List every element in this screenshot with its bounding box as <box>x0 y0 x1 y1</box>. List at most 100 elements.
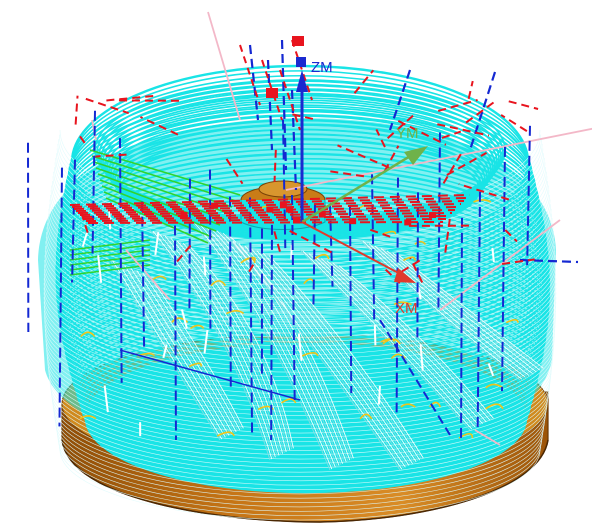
contour-highlight <box>54 412 546 486</box>
contour-highlight <box>50 389 550 464</box>
swirl-line <box>139 271 239 432</box>
swirl-line <box>326 260 487 423</box>
swirl-line <box>265 254 422 460</box>
engage-line <box>69 239 151 251</box>
lead-arc <box>301 352 319 357</box>
swirl-line <box>207 226 342 465</box>
white-move <box>491 247 495 263</box>
lead-arc <box>225 310 245 315</box>
engage-line <box>91 155 237 202</box>
swirl-line <box>308 253 476 428</box>
plunge-line <box>282 119 287 249</box>
rapid-line <box>69 194 471 206</box>
contour-highlight <box>49 375 551 451</box>
rapid-line <box>446 151 488 176</box>
swirl-line <box>377 246 532 375</box>
rapid-marker <box>266 88 278 98</box>
lead-arc <box>313 253 330 260</box>
rapid-line <box>291 39 313 101</box>
swirl-line <box>222 232 351 461</box>
lead-arc <box>190 324 205 330</box>
lead-arc <box>216 431 235 437</box>
rapid-line <box>444 218 451 253</box>
swirl-line <box>115 262 224 439</box>
swirl-line <box>198 223 336 468</box>
swirl-line <box>238 243 406 468</box>
swirl-line <box>142 272 241 431</box>
lead-arc <box>171 317 189 323</box>
plunge-line <box>519 258 579 264</box>
lead-arc <box>473 199 492 203</box>
axis-x-line <box>301 221 409 279</box>
retract-line <box>207 11 241 121</box>
swirl-line <box>244 245 410 466</box>
rapid-marker <box>292 36 304 46</box>
upper-ring <box>118 133 482 239</box>
contour-highlight <box>55 422 545 495</box>
rapid-line <box>292 113 315 121</box>
swirl-line <box>241 244 408 467</box>
contour-highlight <box>54 417 546 490</box>
rapid-line <box>83 215 450 220</box>
engage-line <box>97 173 225 220</box>
swirl-line <box>173 239 285 453</box>
plunge-line <box>349 206 353 394</box>
swirl-line <box>204 225 340 466</box>
contour-highlight <box>49 199 551 286</box>
plunge-line <box>58 167 63 427</box>
plunge-line <box>329 205 334 287</box>
swirl-line <box>268 255 424 459</box>
contour-highlight <box>48 371 552 447</box>
plunge-line <box>460 217 463 441</box>
contour-highlight <box>46 232 554 316</box>
contour-highlight <box>52 181 548 268</box>
axis-y-arrowhead <box>404 146 428 165</box>
contour-highlight <box>43 287 557 369</box>
swirl-line <box>225 234 353 460</box>
rapid-line <box>467 80 474 100</box>
rapid-line <box>87 221 444 224</box>
white-move <box>377 385 381 405</box>
plunge-line <box>71 159 76 283</box>
contour-highlight <box>45 245 555 329</box>
rapid-line <box>79 135 88 147</box>
plunge-line <box>312 204 316 306</box>
lead-arc <box>402 256 416 262</box>
swirl-line <box>386 250 537 373</box>
rapid-marker <box>349 218 357 225</box>
swirl-line <box>176 240 287 453</box>
plunge-line <box>416 192 419 340</box>
contour-highlight <box>43 301 557 382</box>
rapid-line <box>225 158 244 185</box>
swirl-line <box>305 252 474 429</box>
swirl-line <box>136 270 237 433</box>
rapid-line <box>442 153 462 184</box>
lead-arc <box>429 401 442 408</box>
rapid-line <box>85 97 129 115</box>
rapid-line <box>239 44 261 106</box>
plunge-line <box>119 349 301 401</box>
lead-arc <box>152 275 167 281</box>
engage-line <box>69 244 151 256</box>
swirl-line <box>179 241 289 452</box>
rapid-line <box>458 183 510 201</box>
white-move <box>487 363 495 377</box>
swirl-line <box>247 246 412 465</box>
contour-highlight <box>52 398 548 473</box>
rapid-line <box>176 244 192 263</box>
white-move <box>417 286 422 300</box>
white-move <box>162 344 168 359</box>
stock-bottom-edge <box>61 439 549 523</box>
rapid-line <box>409 257 424 283</box>
rapid-line <box>502 258 535 265</box>
rapid-line <box>401 259 421 273</box>
swirl-line <box>329 261 489 422</box>
lead-arc <box>505 319 519 324</box>
plunge-line <box>248 44 260 121</box>
rapid-line <box>272 228 281 252</box>
toolpath-engage-moves <box>69 149 241 276</box>
swirl-line <box>395 254 542 370</box>
rapid-line <box>504 229 518 243</box>
